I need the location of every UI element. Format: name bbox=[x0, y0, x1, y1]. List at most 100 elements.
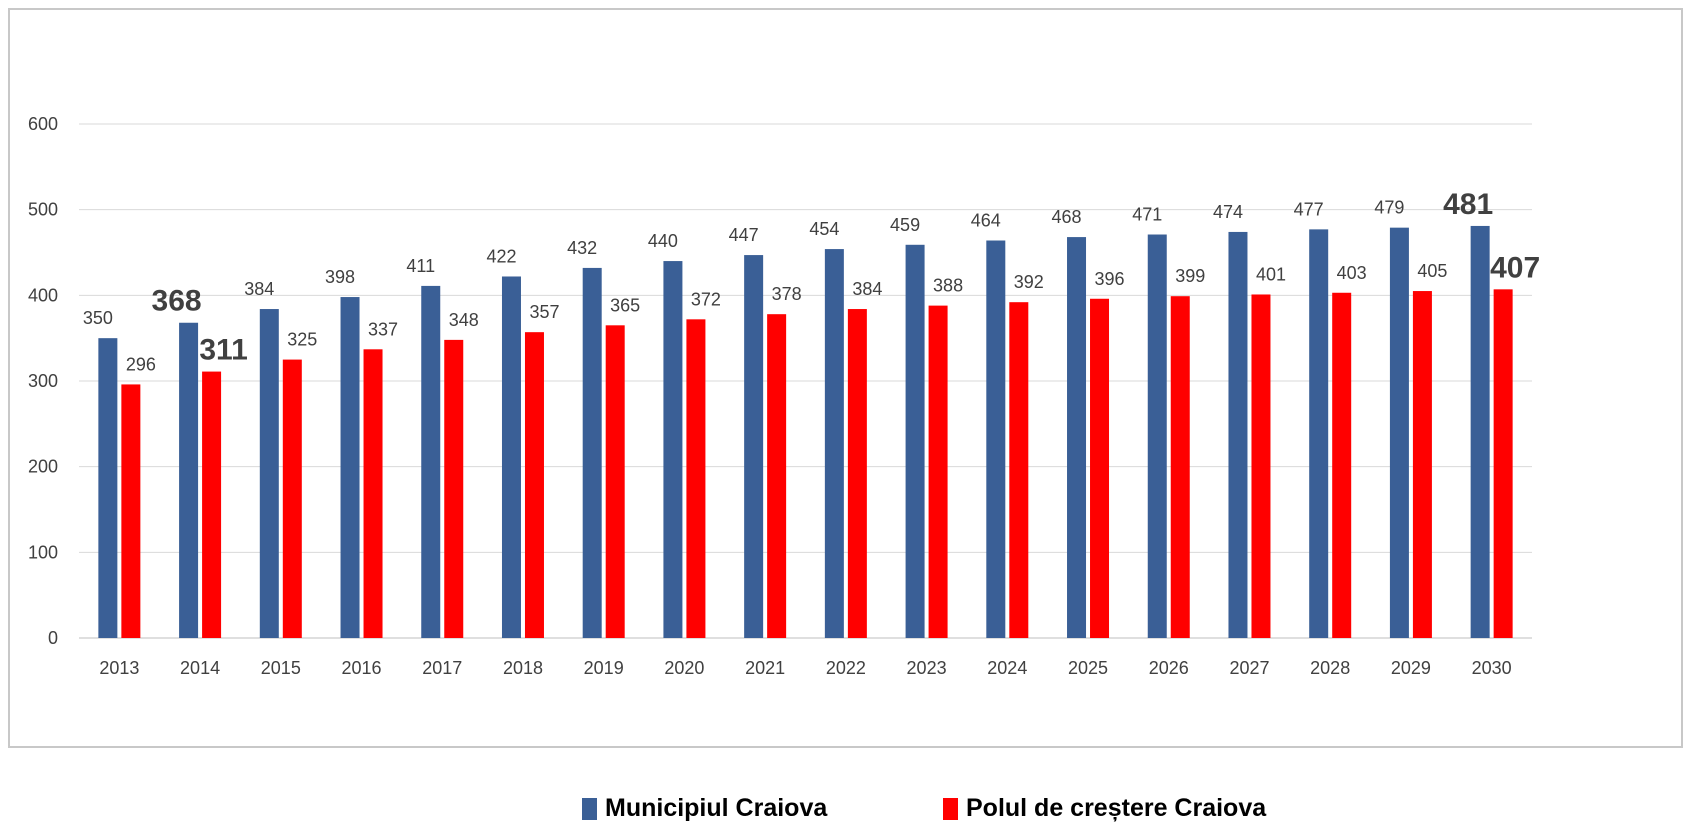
bar-municipiul bbox=[1147, 234, 1167, 638]
bar-municipiul bbox=[582, 267, 602, 638]
data-label-municipiul: 464 bbox=[971, 211, 1001, 231]
bar-municipiul bbox=[824, 249, 844, 638]
bar-polul bbox=[928, 305, 948, 638]
data-label-municipiul: 398 bbox=[325, 267, 355, 287]
data-label-municipiul: 350 bbox=[83, 308, 113, 328]
bar-municipiul bbox=[663, 261, 683, 638]
data-label-municipiul: 447 bbox=[729, 225, 759, 245]
bar-municipiul bbox=[98, 338, 118, 638]
x-tick-label: 2014 bbox=[180, 658, 220, 678]
data-label-polul: 384 bbox=[852, 279, 882, 299]
data-label-polul: 311 bbox=[199, 334, 247, 367]
bar-municipiul bbox=[744, 255, 764, 638]
bar-municipiul bbox=[905, 244, 925, 639]
data-label-municipiul: 454 bbox=[809, 219, 839, 239]
legend: Municipiul Craiova Polul de creștere Cra… bbox=[0, 794, 1692, 824]
bar-municipiul bbox=[501, 276, 521, 638]
data-label-polul: 348 bbox=[449, 310, 479, 330]
bar-polul bbox=[605, 325, 625, 638]
bar-polul bbox=[1009, 302, 1029, 638]
x-tick-label: 2018 bbox=[503, 658, 543, 678]
bar-polul bbox=[847, 309, 867, 638]
x-tick-label: 2023 bbox=[907, 658, 947, 678]
data-label-municipiul: 477 bbox=[1294, 199, 1324, 219]
bar-polul bbox=[1170, 296, 1190, 638]
data-label-polul: 357 bbox=[529, 302, 559, 322]
bar-polul bbox=[282, 359, 302, 638]
bar-municipiul bbox=[340, 297, 360, 638]
data-label-municipiul: 368 bbox=[152, 285, 202, 318]
x-tick-label: 2019 bbox=[584, 658, 624, 678]
data-label-polul: 407 bbox=[1490, 251, 1540, 284]
data-label-polul: 392 bbox=[1014, 272, 1044, 292]
x-tick-label: 2029 bbox=[1391, 658, 1431, 678]
bar-municipiul bbox=[179, 322, 199, 638]
data-label-municipiul: 422 bbox=[486, 246, 516, 266]
data-label-municipiul: 432 bbox=[567, 238, 597, 258]
legend-label-polul: Polul de creștere Craiova bbox=[966, 794, 1267, 822]
data-label-polul: 325 bbox=[287, 330, 317, 350]
x-tick-label: 2017 bbox=[422, 658, 462, 678]
x-tick-label: 2015 bbox=[261, 658, 301, 678]
bar-polul bbox=[1090, 298, 1110, 638]
legend-item-polul: Polul de creștere Craiova bbox=[943, 794, 1266, 823]
data-label-polul: 365 bbox=[610, 295, 640, 315]
x-tick-label: 2030 bbox=[1472, 658, 1512, 678]
data-label-municipiul: 479 bbox=[1374, 198, 1404, 218]
data-label-municipiul: 471 bbox=[1132, 205, 1162, 225]
bar-municipiul bbox=[1309, 229, 1329, 638]
data-label-polul: 405 bbox=[1417, 261, 1447, 281]
x-tick-label: 2022 bbox=[826, 658, 866, 678]
data-label-polul: 378 bbox=[772, 284, 802, 304]
data-label-municipiul: 474 bbox=[1213, 202, 1243, 222]
data-label-polul: 401 bbox=[1256, 264, 1286, 284]
data-label-polul: 388 bbox=[933, 276, 963, 296]
bar-municipiul bbox=[259, 309, 279, 638]
legend-swatch-polul bbox=[943, 797, 958, 820]
data-label-municipiul: 384 bbox=[244, 279, 274, 299]
legend-item-municipiul: Municipiul Craiova bbox=[582, 794, 827, 823]
bar-polul bbox=[767, 314, 787, 638]
bar-polul bbox=[1412, 291, 1432, 638]
bar-municipiul bbox=[986, 240, 1006, 639]
legend-label-municipiul: Municipiul Craiova bbox=[605, 794, 828, 822]
data-label-municipiul: 468 bbox=[1052, 207, 1082, 227]
data-label-municipiul: 481 bbox=[1443, 188, 1493, 221]
x-tick-label: 2028 bbox=[1310, 658, 1350, 678]
data-label-polul: 372 bbox=[691, 289, 721, 309]
data-label-polul: 399 bbox=[1175, 266, 1205, 286]
bar-polul bbox=[686, 319, 706, 638]
bar-polul bbox=[524, 332, 544, 638]
y-tick-label: 600 bbox=[28, 114, 58, 134]
x-tick-label: 2020 bbox=[664, 658, 704, 678]
bar-municipiul bbox=[1470, 225, 1490, 638]
bar-polul bbox=[121, 384, 141, 638]
bar-municipiul bbox=[1228, 231, 1248, 638]
bar-polul bbox=[1251, 294, 1271, 638]
y-tick-label: 300 bbox=[28, 371, 58, 391]
data-label-municipiul: 440 bbox=[648, 231, 678, 251]
x-tick-label: 2016 bbox=[342, 658, 382, 678]
y-tick-label: 100 bbox=[28, 542, 58, 562]
bar-polul bbox=[444, 339, 464, 638]
data-label-polul: 403 bbox=[1337, 263, 1367, 283]
bar-chart: 0 100 200 300 400 500 600 2013 350 296 2014 368 311 2… bbox=[28, 114, 1540, 678]
data-label-polul: 296 bbox=[126, 354, 156, 374]
bar-municipiul bbox=[421, 285, 441, 638]
data-label-municipiul: 459 bbox=[890, 215, 920, 235]
x-tick-label: 2026 bbox=[1149, 658, 1189, 678]
y-tick-label: 400 bbox=[28, 285, 58, 305]
data-label-polul: 337 bbox=[368, 319, 398, 339]
bar-municipiul bbox=[1389, 227, 1409, 638]
bar-municipiul bbox=[1067, 237, 1087, 638]
legend-swatch-municipiul bbox=[582, 797, 597, 820]
x-tick-label: 2025 bbox=[1068, 658, 1108, 678]
x-tick-label: 2027 bbox=[1229, 658, 1269, 678]
bar-polul bbox=[1332, 292, 1352, 638]
x-tick-label: 2021 bbox=[745, 658, 785, 678]
y-tick-label: 200 bbox=[28, 457, 58, 477]
y-tick-label: 500 bbox=[28, 200, 58, 220]
bar-polul bbox=[363, 349, 383, 638]
x-tick-label: 2013 bbox=[99, 658, 139, 678]
bar-polul bbox=[1493, 289, 1513, 638]
